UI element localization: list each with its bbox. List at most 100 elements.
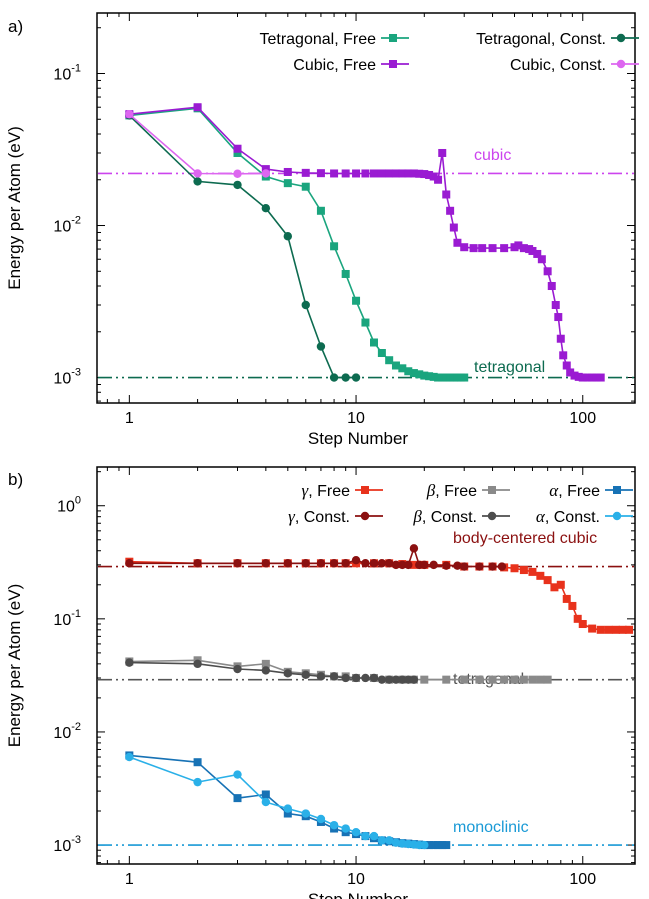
legend-swatch-marker — [361, 486, 369, 494]
plot-frame — [96, 466, 636, 865]
data-point — [543, 576, 552, 585]
data-point — [588, 624, 597, 633]
data-point — [384, 836, 394, 845]
data-point — [510, 564, 519, 573]
data-point — [283, 232, 293, 241]
data-point — [425, 841, 434, 850]
data-point — [497, 562, 507, 571]
data-point — [519, 675, 528, 684]
data-point — [404, 169, 413, 178]
data-point — [329, 672, 339, 681]
data-point — [420, 675, 429, 684]
data-point — [391, 169, 400, 178]
plot-frame — [96, 12, 636, 404]
series-line — [128, 113, 266, 175]
data-point — [361, 831, 370, 841]
data-point — [528, 567, 537, 576]
y-tick-label: 10-2 — [53, 215, 81, 236]
data-point — [125, 109, 134, 119]
data-point — [233, 144, 242, 153]
data-point — [283, 559, 293, 568]
data-point — [404, 560, 413, 570]
data-point — [554, 313, 563, 322]
data-point — [514, 241, 523, 250]
data-point — [329, 373, 339, 382]
data-point — [261, 659, 270, 668]
data-point — [460, 243, 469, 252]
data-point — [377, 836, 387, 845]
data-point — [352, 169, 361, 178]
data-point — [301, 300, 310, 310]
y-tick-label: 10-1 — [53, 62, 81, 83]
data-point — [588, 373, 597, 382]
data-point — [261, 790, 270, 799]
data-point — [261, 203, 271, 213]
reference-line-label: tetragonal — [474, 359, 545, 376]
data-point — [369, 559, 379, 568]
x-tick-label: 1 — [125, 871, 134, 888]
series-group — [125, 103, 605, 382]
data-point — [233, 559, 242, 568]
x-axis-label: Step Number — [308, 429, 408, 448]
data-point — [369, 673, 379, 683]
data-point — [488, 675, 497, 684]
data-point — [341, 673, 350, 683]
data-point — [193, 559, 202, 568]
data-point — [420, 560, 429, 570]
panel-label: b) — [8, 470, 23, 489]
data-point — [429, 560, 438, 570]
legend-label: Tetragonal, Const. — [476, 31, 606, 48]
data-point — [361, 673, 370, 683]
x-axis-label: Step Number — [308, 890, 408, 899]
series-line — [129, 106, 601, 379]
data-point — [283, 167, 292, 176]
data-point — [453, 238, 462, 247]
data-point — [330, 242, 339, 251]
data-point — [536, 675, 545, 684]
data-point — [329, 820, 339, 830]
y-tick-label: 10-3 — [53, 367, 81, 388]
data-point — [559, 351, 568, 360]
data-point — [449, 223, 458, 232]
panel-a: a) 1 10 100 10-3 10-2 10-1 Step Number Energy pe… — [5, 12, 639, 448]
data-point — [568, 601, 577, 610]
data-point — [409, 169, 418, 178]
data-point — [415, 169, 424, 178]
data-point — [193, 659, 202, 669]
legend-label: Cubic, Free — [293, 57, 376, 74]
data-point — [125, 752, 134, 762]
data-point — [377, 559, 387, 568]
series-line — [129, 756, 425, 846]
data-point — [596, 373, 605, 382]
data-point — [550, 583, 559, 592]
data-point — [384, 559, 394, 568]
data-point — [460, 562, 469, 571]
legend-label: γ, Const. — [288, 507, 350, 526]
data-point — [519, 566, 528, 575]
data-point — [420, 840, 429, 850]
reference-line-label: cubic — [474, 147, 511, 164]
legend-label: β, Free — [426, 481, 477, 500]
x-tick-label: 100 — [569, 410, 596, 427]
data-point — [434, 841, 443, 850]
data-point — [488, 562, 497, 571]
data-point — [618, 625, 627, 634]
data-point — [537, 255, 546, 264]
data-point — [233, 180, 242, 190]
data-point — [283, 809, 292, 818]
data-point — [583, 373, 592, 382]
data-point — [446, 206, 455, 215]
data-point — [425, 170, 434, 179]
data-point — [233, 664, 242, 674]
data-point — [261, 797, 271, 807]
series-group — [125, 544, 634, 850]
data-point — [429, 841, 438, 850]
data-point — [442, 841, 451, 850]
data-point — [543, 267, 552, 276]
data-point — [301, 670, 310, 680]
data-point — [434, 373, 443, 382]
data-point — [316, 169, 325, 178]
data-point — [438, 148, 447, 157]
panel-label: a) — [8, 17, 23, 36]
data-point — [384, 675, 394, 684]
